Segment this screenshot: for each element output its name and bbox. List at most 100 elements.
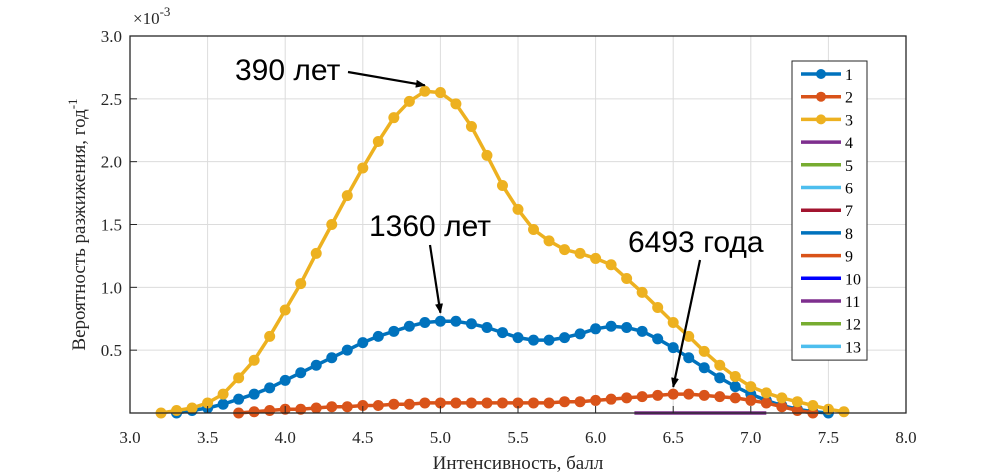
data-point [171, 404, 183, 416]
data-point [652, 389, 664, 401]
data-point [295, 278, 307, 290]
legend-item[interactable]: 2 [801, 90, 853, 107]
legend-item[interactable]: 4 [801, 135, 853, 152]
legend-item[interactable]: 5 [801, 158, 853, 175]
x-tick-label: 3.0 [119, 428, 140, 447]
x-tick-label: 3.5 [197, 428, 218, 447]
data-point [357, 162, 369, 174]
data-point [388, 398, 400, 410]
legend-item[interactable]: 1 [801, 67, 853, 84]
data-point [279, 374, 291, 386]
data-point [341, 401, 353, 413]
legend-item[interactable]: 8 [801, 226, 853, 243]
data-point [326, 219, 338, 230]
data-point [217, 388, 229, 400]
x-tick-label: 6.5 [663, 428, 684, 447]
data-point [264, 382, 276, 394]
y-multiplier-base: ×10 [133, 9, 160, 28]
ticks: 3.0 3.5 4.0 4.5 5.0 5.5 6.0 6.5 7.0 7.5 8.0 0.5 1.0 1… [101, 27, 917, 447]
data-point [543, 334, 555, 346]
x-tick-label: 5.0 [430, 428, 451, 447]
data-point [310, 359, 322, 371]
y-tick-label: 3.0 [101, 27, 122, 46]
data-point [341, 190, 353, 202]
data-point [481, 149, 493, 161]
data-point [403, 95, 415, 107]
data-point [838, 406, 850, 418]
data-point [698, 362, 710, 374]
data-point [791, 396, 803, 408]
series-3 [155, 85, 850, 419]
data-point [683, 330, 695, 342]
data-point [465, 397, 477, 409]
legend-item[interactable]: 7 [801, 203, 853, 220]
data-point [729, 392, 741, 404]
legend-label: 12 [845, 317, 861, 334]
data-point [605, 393, 617, 405]
data-point [512, 397, 524, 409]
data-point [590, 252, 602, 264]
legend-label: 5 [845, 158, 853, 175]
data-point [652, 301, 664, 313]
data-point [403, 398, 415, 410]
data-point [372, 399, 384, 411]
data-point [760, 397, 772, 409]
legend-marker [816, 91, 826, 102]
legend-item[interactable]: 6 [801, 181, 853, 198]
data-point [341, 344, 353, 356]
legend-item[interactable]: 3 [801, 112, 853, 129]
annotation-label: 390 лет [235, 54, 341, 87]
legend-label: 2 [845, 90, 853, 107]
data-point [652, 333, 664, 345]
legend-item[interactable]: 9 [801, 249, 853, 266]
y-multiplier-label: ×10-3 [133, 4, 170, 28]
annotation-arrow [671, 259, 702, 388]
data-point [450, 98, 462, 110]
series-line [238, 392, 814, 415]
legend-label: 8 [845, 226, 853, 243]
data-point [419, 397, 431, 409]
y-axis-label-text: Вероятность разжижения, год [69, 109, 90, 351]
y-tick-label: 0.5 [101, 341, 122, 360]
data-point [621, 392, 633, 404]
legend-label: 9 [845, 249, 853, 266]
data-point [434, 315, 446, 327]
data-point [636, 325, 648, 337]
data-point [310, 247, 322, 259]
data-point [543, 235, 555, 247]
data-point [388, 112, 400, 124]
y-tick-label: 1.0 [101, 278, 122, 297]
legend-item[interactable]: 13 [801, 339, 861, 356]
data-point [465, 120, 477, 132]
data-point [295, 367, 307, 379]
data-point [683, 352, 695, 364]
x-tick-label: 7.5 [818, 428, 839, 447]
data-point [496, 180, 508, 192]
data-point [590, 323, 602, 335]
data-point [403, 320, 415, 332]
data-point [186, 402, 198, 414]
annotation-label: 6493 года [628, 226, 764, 259]
data-point [357, 337, 369, 349]
legend-label: 7 [845, 203, 853, 220]
legend-item[interactable]: 10 [801, 271, 861, 288]
legend-item[interactable]: 11 [801, 294, 860, 311]
data-point [528, 224, 540, 236]
data-point [264, 404, 276, 416]
annotation-label: 1360 лет [369, 210, 491, 243]
legend-marker [816, 114, 826, 125]
x-tick-label: 7.0 [740, 428, 761, 447]
data-point [202, 397, 214, 409]
x-tick-label: 5.5 [507, 428, 528, 447]
legend-item[interactable]: 12 [801, 317, 861, 334]
data-point [698, 345, 710, 357]
data-point [776, 401, 788, 413]
data-point [714, 391, 726, 403]
data-point [559, 396, 571, 408]
data-point [636, 286, 648, 298]
data-point [621, 322, 633, 334]
data-point [357, 399, 369, 411]
data-point [559, 244, 571, 256]
x-tick-label: 4.0 [275, 428, 296, 447]
